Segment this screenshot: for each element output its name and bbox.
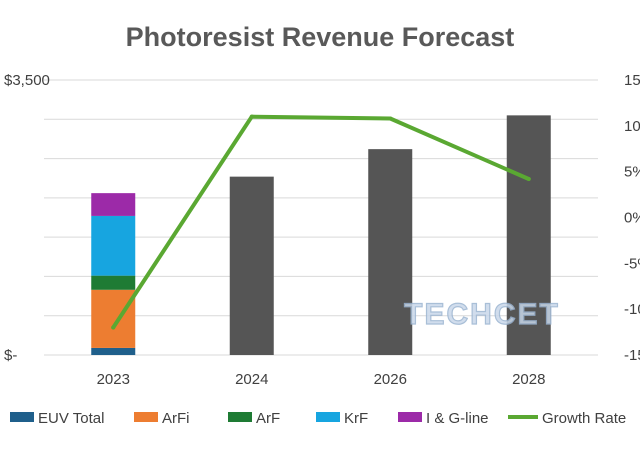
- left-axis-tick-label: $3,500: [4, 72, 50, 89]
- bar-segment-arfi: [91, 289, 136, 348]
- right-axis-tick-label: 10%: [624, 118, 640, 135]
- bar-total: [229, 176, 274, 355]
- right-axis-tick-label: -5%: [624, 255, 640, 272]
- legend-entry-label: ArF: [256, 410, 280, 427]
- legend-entry-label: KrF: [344, 410, 368, 427]
- bar-segment-i-g-line: [91, 193, 136, 216]
- bar-segment-krf: [91, 215, 136, 276]
- bar-segment-arf: [91, 275, 136, 290]
- legend-swatch: [134, 412, 158, 422]
- x-axis-tick-label: 2024: [235, 371, 268, 388]
- legend-swatch: [316, 412, 340, 422]
- bar-total: [506, 115, 551, 355]
- legend: EUV Total ArFi ArF KrF I & G-line Growth Rate: [10, 410, 626, 427]
- watermark-logo: TECHCET: [404, 298, 560, 331]
- right-axis: -15% -10% -5% 0% 5% 10% 15%: [624, 72, 640, 364]
- right-axis-tick-label: 0%: [624, 210, 640, 227]
- x-axis: 2023 2024 2026 2028: [97, 371, 546, 388]
- gridlines: [44, 79, 598, 356]
- x-axis-tick-label: 2023: [97, 371, 130, 388]
- growth-rate-point: [526, 177, 531, 181]
- growth-line-layer: [111, 114, 531, 330]
- bar-segment-euv-total: [91, 347, 136, 355]
- right-axis-tick-label: -10%: [624, 301, 640, 318]
- legend-entry-label: EUV Total: [38, 410, 104, 427]
- legend-swatch: [10, 412, 34, 422]
- bars-layer: [91, 115, 551, 355]
- legend-entry-label: I & G-line: [426, 410, 489, 427]
- growth-rate-point: [111, 325, 116, 330]
- growth-rate-line: [111, 114, 531, 330]
- left-axis: $- $3,500: [4, 72, 50, 364]
- left-axis-tick-label: $-: [4, 347, 17, 364]
- legend-swatch: [228, 412, 252, 422]
- legend-swatch: [398, 412, 422, 422]
- legend-entry-label: Growth Rate: [542, 410, 626, 427]
- right-axis-tick-label: 15%: [624, 72, 640, 89]
- right-axis-tick-label: -15%: [624, 347, 640, 364]
- x-axis-tick-label: 2028: [512, 371, 545, 388]
- right-axis-tick-label: 5%: [624, 164, 640, 181]
- legend-entry-label: ArFi: [162, 410, 190, 427]
- growth-rate-point: [388, 116, 393, 121]
- growth-rate-point: [249, 114, 254, 119]
- chart-title: Photoresist Revenue Forecast: [126, 22, 515, 52]
- bar-total: [368, 149, 413, 355]
- x-axis-tick-label: 2026: [374, 371, 407, 388]
